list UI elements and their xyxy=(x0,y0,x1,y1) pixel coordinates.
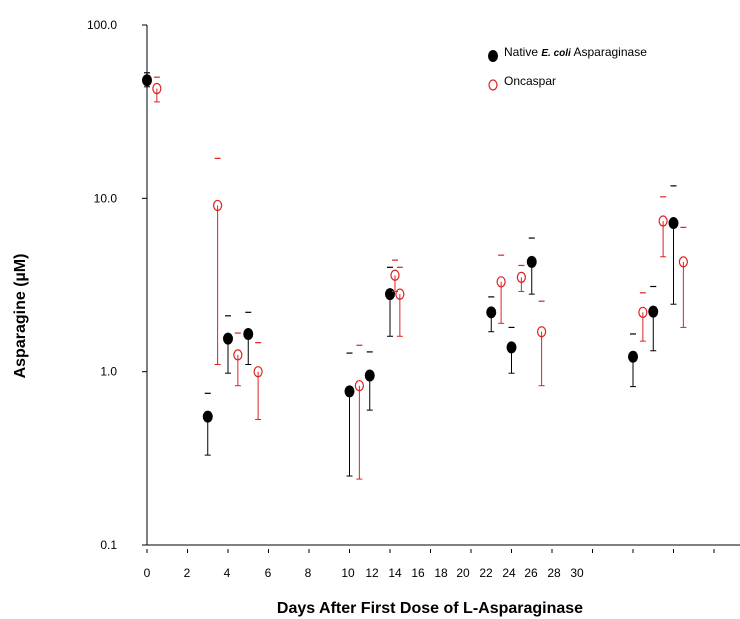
legend: Native E. coli Asparaginase Oncaspar xyxy=(488,45,647,91)
data-point xyxy=(354,380,364,392)
x-tick-label: 0 xyxy=(144,566,151,580)
x-tick-label: 28 xyxy=(547,566,561,580)
data-point xyxy=(486,306,497,319)
series-oncaspar xyxy=(152,76,688,480)
x-tick-label: 24 xyxy=(502,566,516,580)
data-point xyxy=(385,288,395,301)
y-tick-label: 1.0 xyxy=(100,365,117,379)
x-tick-label: 16 xyxy=(411,566,425,580)
data-point xyxy=(628,350,638,363)
data-point xyxy=(233,349,243,361)
series-native xyxy=(142,72,679,477)
x-tick-label: 18 xyxy=(434,566,448,580)
x-tick-label: 26 xyxy=(524,566,538,580)
data-point xyxy=(253,366,263,378)
data-point xyxy=(658,215,668,227)
x-tick-label: 22 xyxy=(479,566,493,580)
legend-label-native: Native E. coli Asparaginase xyxy=(504,45,647,59)
y-tick-label: 100.0 xyxy=(87,18,117,32)
data-point xyxy=(638,306,648,318)
x-tick-label: 10 xyxy=(341,566,355,580)
x-tick-label: 6 xyxy=(265,566,272,580)
data-point xyxy=(390,269,400,281)
x-tick-label: 2 xyxy=(184,566,191,580)
data-point xyxy=(344,385,355,398)
data-point xyxy=(142,74,152,87)
data-point xyxy=(668,217,679,230)
data-point xyxy=(678,256,688,268)
x-tick-label: 8 xyxy=(305,566,312,580)
y-axis-ticks: 0.1 1.0 10.0 100.0 xyxy=(87,18,147,552)
data-point xyxy=(395,288,405,300)
axes xyxy=(146,25,740,546)
data-point xyxy=(202,410,213,423)
x-tick-label: 14 xyxy=(388,566,402,580)
data-point xyxy=(516,271,526,283)
y-tick-label: 10.0 xyxy=(94,191,118,205)
data-point xyxy=(152,82,162,95)
data-point xyxy=(506,341,517,354)
y-tick-label: 0.1 xyxy=(100,538,117,552)
y-axis-title: Asparagine (µM) xyxy=(12,254,29,379)
legend-label-oncaspar: Oncaspar xyxy=(504,74,556,88)
data-point xyxy=(213,199,223,212)
x-tick-label: 30 xyxy=(570,566,584,580)
data-point xyxy=(364,369,375,382)
x-tick-label: 4 xyxy=(224,566,231,580)
data-point xyxy=(537,326,547,338)
data-point xyxy=(243,327,254,340)
x-axis-title: Days After First Dose of L-Asparaginase xyxy=(277,600,583,617)
data-point xyxy=(223,332,233,345)
data-point xyxy=(526,255,537,268)
legend-marker-oncaspar xyxy=(488,79,498,91)
x-tick-label: 20 xyxy=(456,566,470,580)
legend-marker-native xyxy=(488,50,498,62)
x-tick-label: 12 xyxy=(365,566,379,580)
data-point xyxy=(496,276,506,288)
data-point xyxy=(648,305,659,318)
x-axis-ticks: 0 2 4 6 8 10 12 14 16 18 20 22 24 26 28 30 xyxy=(144,549,715,580)
data-series xyxy=(142,72,688,480)
